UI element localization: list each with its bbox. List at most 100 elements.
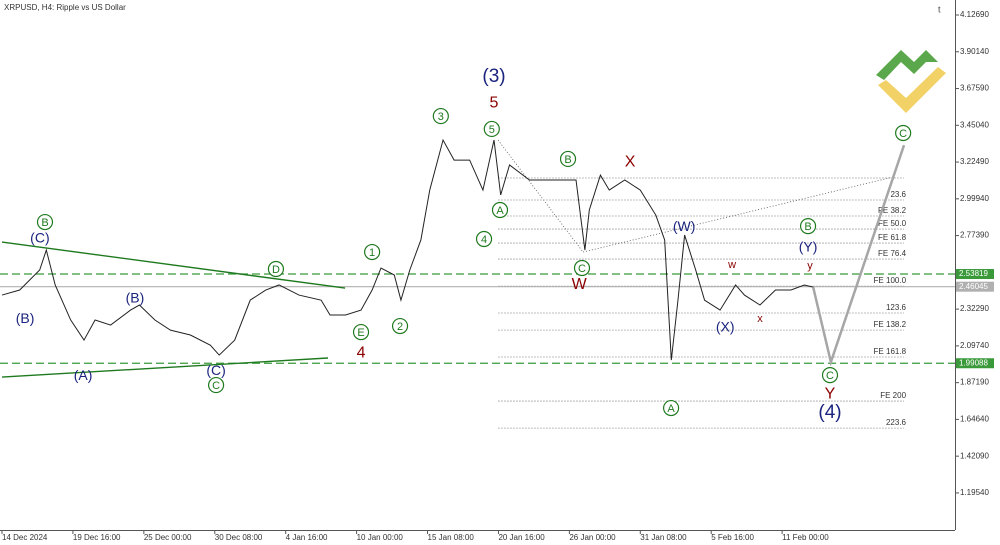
wave-circle: [36, 213, 54, 231]
y-tick-label: 3.22490: [960, 157, 989, 166]
wave-circle: [662, 399, 680, 417]
wave-circle: [821, 367, 839, 384]
y-tick-label: 1.19540: [960, 488, 989, 497]
price-line: [1, 138, 814, 361]
wave-label: Y: [825, 385, 836, 402]
y-tick-label: 3.67590: [960, 84, 989, 93]
y-tick-label: 1.87190: [960, 378, 989, 387]
fib-label: FE 61.8: [878, 233, 907, 242]
wave-label: (B): [16, 310, 35, 326]
y-tick-label: 2.77390: [960, 231, 989, 240]
x-tick-label: 26 Jan 00:00: [569, 533, 616, 542]
price-box-label: 1.99088: [959, 358, 988, 367]
wave-circle: [475, 230, 493, 248]
wave-label: 5: [489, 124, 495, 136]
fib-label: FE 76.4: [878, 249, 907, 258]
price-box: [956, 281, 994, 292]
fib-label: FE 138.2: [874, 320, 907, 329]
x-tick-label: 19 Dec 16:00: [73, 533, 121, 542]
wave-label: W: [572, 276, 588, 293]
chart-title: XRPUSD, H4: Ripple vs US Dollar: [4, 3, 126, 12]
wave-label: B: [804, 221, 811, 233]
wave-circle: [432, 107, 449, 125]
y-tick-label: 2.32290: [960, 304, 989, 313]
wave-label: (A): [74, 367, 93, 383]
menu-icon[interactable]: t: [938, 4, 941, 14]
price-box-label: 2.46045: [959, 282, 988, 291]
wave-label: (Y): [799, 239, 818, 255]
wave-label: C: [899, 128, 907, 140]
price-box: [956, 358, 994, 369]
y-tick-label: 3.45040: [960, 120, 989, 129]
projection-line: [811, 144, 906, 367]
y-tick-label: 2.99940: [960, 194, 989, 203]
wave-label: 3: [438, 111, 444, 123]
wave-label: A: [667, 403, 675, 415]
wave-circle: [364, 243, 381, 261]
wave-circle: [391, 317, 409, 335]
x-tick-label: 31 Jan 08:00: [640, 533, 687, 542]
fib-label: 223.6: [886, 418, 907, 427]
wave-label: (C): [30, 230, 49, 246]
wave-circle: [491, 201, 509, 219]
wave-label: X: [625, 153, 636, 170]
trendline: [1, 357, 329, 378]
fib-label: FE 200: [880, 391, 906, 400]
fib-label: 123.6: [886, 303, 907, 312]
y-tick-label: 3.90140: [960, 47, 989, 56]
wave-circle: [559, 150, 577, 168]
logo: [876, 50, 946, 113]
wave-label: C: [826, 370, 834, 382]
x-tick-label: 30 Dec 08:00: [215, 533, 263, 542]
x-tick-label: 14 Dec 2024: [2, 533, 48, 542]
wave-label: C: [578, 263, 586, 275]
x-tick-label: 15 Jan 08:00: [428, 533, 475, 542]
wave-label: (X): [716, 319, 735, 335]
x-tick-label: 25 Dec 00:00: [144, 533, 192, 542]
fib-label: FE 100.0: [874, 276, 907, 285]
fib-label: FE 50.0: [878, 219, 907, 228]
wave-label: w: [727, 259, 736, 271]
wave-label: (W): [673, 218, 696, 234]
trendline: [1, 241, 346, 289]
x-tick-label: 20 Jan 16:00: [498, 533, 545, 542]
y-tick-label: 1.42090: [960, 451, 989, 460]
price-box-label: 2.53819: [959, 269, 988, 278]
x-tick-label: 11 Feb 00:00: [782, 533, 829, 542]
x-tick-label: 4 Jan 16:00: [286, 533, 328, 542]
wave-circle: [573, 259, 591, 277]
wave-circle: [895, 124, 912, 142]
fib-label: FE 161.8: [874, 347, 907, 356]
wave-label: (C): [206, 362, 225, 378]
wave-circle: [352, 323, 370, 341]
wave-label: E: [357, 327, 364, 339]
wave-circle: [483, 120, 500, 138]
wave-label: B: [41, 217, 48, 229]
wave-label: (4): [818, 402, 841, 423]
x-tick-label: 10 Jan 00:00: [357, 533, 404, 542]
wave-label: 4: [481, 234, 487, 246]
fib-label: 23.6: [890, 190, 906, 199]
wave-circle: [799, 218, 817, 235]
wave-label: 2: [397, 321, 403, 333]
wave-label: (B): [126, 290, 145, 306]
y-tick-label: 2.09740: [960, 341, 989, 350]
x-tick-label: 5 Feb 16:00: [711, 533, 754, 542]
trendline: [497, 139, 584, 253]
y-tick-label: 1.64640: [960, 415, 989, 424]
wave-circle: [207, 376, 225, 394]
fib-label: FE 38.2: [878, 206, 907, 215]
wave-label: x: [757, 313, 763, 325]
y-tick-label: 4.12690: [960, 10, 989, 19]
price-box: [956, 269, 994, 280]
wave-label: D: [272, 264, 280, 276]
wave-label: C: [212, 380, 220, 392]
wave-label: B: [564, 154, 571, 166]
wave-label: (3): [482, 66, 505, 87]
wave-label: 5: [490, 94, 499, 111]
wave-label: A: [496, 205, 504, 217]
wave-circle: [267, 260, 285, 278]
trendline: [583, 176, 894, 253]
